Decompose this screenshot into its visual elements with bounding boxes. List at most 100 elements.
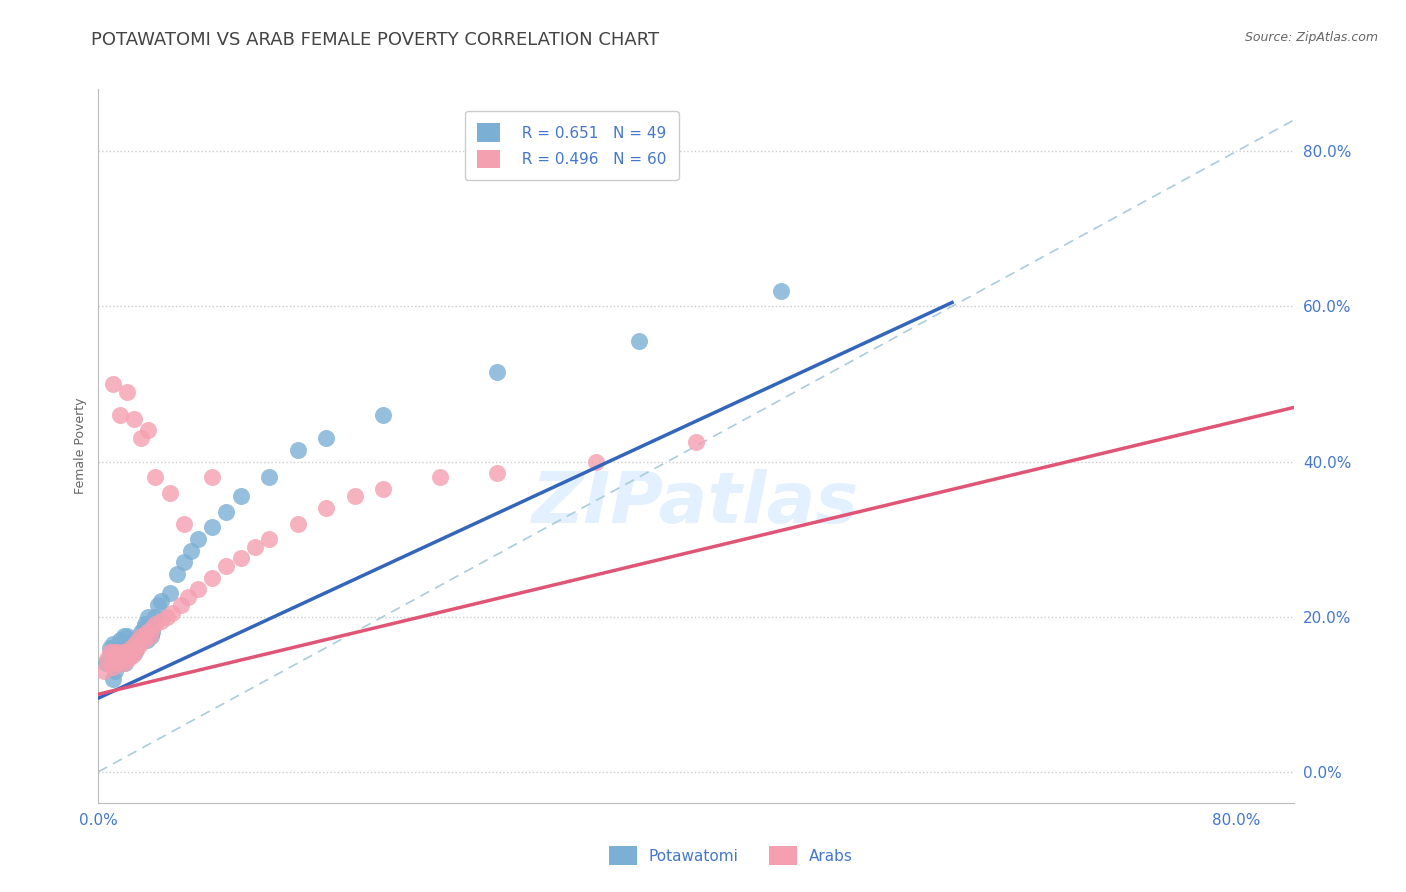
Point	[127, 632, 149, 647]
Point	[685, 435, 707, 450]
Point	[108, 408, 131, 422]
Text: POTAWATOMI VS ARAB FEMALE POVERTY CORRELATION CHART: POTAWATOMI VS ARAB FEMALE POVERTY CORREL…	[91, 31, 659, 49]
Point	[101, 376, 124, 391]
Point	[100, 656, 122, 670]
Point	[143, 617, 166, 632]
Point	[120, 640, 142, 655]
Point	[215, 505, 238, 519]
Point	[115, 384, 138, 399]
Point	[114, 656, 136, 670]
Point	[138, 629, 160, 643]
Point	[201, 520, 224, 534]
Legend: Potawatomi, Arabs: Potawatomi, Arabs	[603, 840, 859, 871]
Point	[429, 470, 451, 484]
Point	[187, 532, 209, 546]
Point	[108, 652, 131, 666]
Point	[96, 652, 118, 666]
Point	[132, 632, 155, 647]
Point	[128, 637, 150, 651]
Point	[148, 598, 170, 612]
Legend:   R = 0.651   N = 49,   R = 0.496   N = 60: R = 0.651 N = 49, R = 0.496 N = 60	[464, 112, 679, 180]
Point	[143, 609, 166, 624]
Point	[150, 614, 173, 628]
Point	[173, 516, 195, 531]
Point	[129, 431, 152, 445]
Point	[98, 644, 121, 658]
Point	[108, 632, 131, 647]
Point	[257, 470, 280, 484]
Point	[229, 551, 252, 566]
Point	[485, 365, 508, 379]
Point	[114, 644, 136, 658]
Point	[125, 640, 148, 655]
Point	[101, 644, 124, 658]
Point	[104, 652, 127, 666]
Point	[187, 582, 209, 597]
Point	[112, 629, 135, 643]
Point	[129, 625, 152, 640]
Point	[135, 625, 157, 640]
Point	[115, 629, 138, 643]
Point	[120, 648, 142, 663]
Point	[93, 664, 115, 678]
Point	[134, 617, 156, 632]
Point	[122, 640, 145, 655]
Point	[125, 637, 148, 651]
Point	[166, 566, 188, 581]
Point	[122, 412, 145, 426]
Point	[117, 652, 139, 666]
Point	[98, 640, 121, 655]
Point	[124, 644, 146, 658]
Point	[110, 652, 132, 666]
Point	[101, 672, 124, 686]
Point	[141, 625, 163, 640]
Point	[101, 644, 124, 658]
Point	[103, 648, 125, 663]
Point	[94, 656, 117, 670]
Point	[170, 598, 193, 612]
Point	[135, 632, 157, 647]
Point	[180, 543, 202, 558]
Point	[117, 640, 139, 655]
Point	[129, 629, 152, 643]
Point	[139, 629, 162, 643]
Point	[243, 540, 266, 554]
Point	[115, 648, 138, 663]
Point	[229, 490, 252, 504]
Point	[156, 609, 179, 624]
Point	[111, 644, 134, 658]
Point	[118, 644, 141, 658]
Point	[485, 466, 508, 480]
Point	[111, 640, 134, 655]
Point	[143, 470, 166, 484]
Text: Source: ZipAtlas.com: Source: ZipAtlas.com	[1244, 31, 1378, 45]
Point	[141, 621, 163, 635]
Point	[201, 571, 224, 585]
Point	[287, 516, 309, 531]
Point	[136, 424, 159, 438]
Point	[287, 442, 309, 457]
Point	[127, 632, 149, 647]
Point	[177, 591, 200, 605]
Text: ZIPatlas: ZIPatlas	[533, 468, 859, 538]
Point	[138, 621, 160, 635]
Point	[162, 606, 184, 620]
Point	[159, 485, 181, 500]
Point	[129, 629, 152, 643]
Point	[136, 609, 159, 624]
Point	[257, 532, 280, 546]
Point	[122, 644, 145, 658]
Point	[315, 501, 337, 516]
Point	[108, 648, 131, 663]
Point	[343, 490, 366, 504]
Point	[315, 431, 337, 445]
Point	[115, 644, 138, 658]
Y-axis label: Female Poverty: Female Poverty	[75, 398, 87, 494]
Point	[628, 334, 651, 349]
Point	[201, 470, 224, 484]
Point	[112, 656, 135, 670]
Point	[585, 454, 607, 468]
Point	[105, 644, 128, 658]
Point	[121, 632, 143, 647]
Point	[107, 656, 129, 670]
